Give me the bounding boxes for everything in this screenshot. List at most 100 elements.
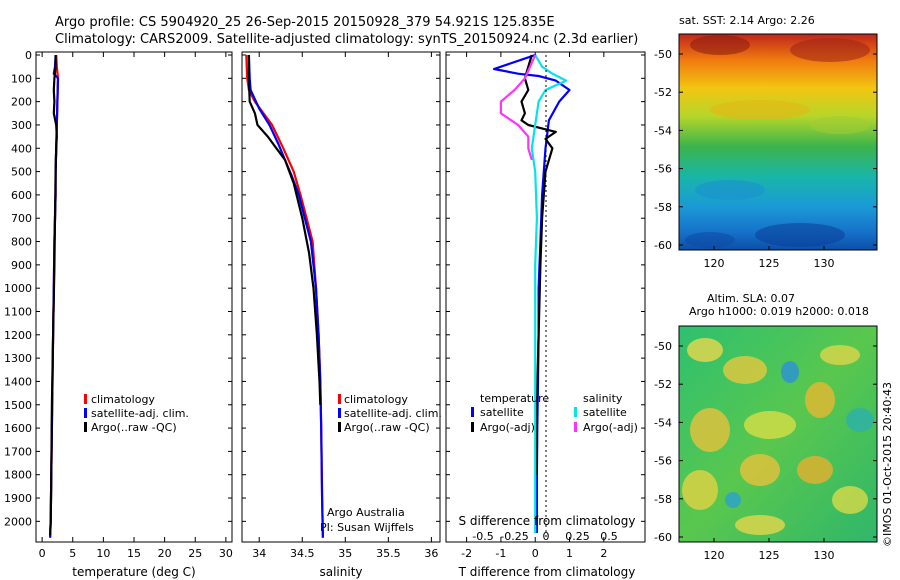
lat-tick-label: -54	[654, 416, 672, 429]
lat-tick-label: -54	[654, 124, 672, 137]
sla-map-texture	[682, 338, 874, 535]
depth-axis: 0 100 200 300 400 500 600 700 800 900 1000 1100 1200…	[4, 49, 645, 528]
series-line	[499, 54, 537, 161]
depth-tick-label: 1500	[4, 399, 32, 412]
x-tick-label: 25	[188, 547, 202, 560]
depth-tick-label: 1300	[4, 352, 32, 365]
depth-tick-label: 900	[11, 259, 32, 272]
depth-tick-label: 300	[11, 119, 32, 132]
x-tick-label: 1	[566, 547, 573, 560]
salinity-difference-x-axis: -0.5-0.2500.250.5	[472, 530, 617, 543]
x-tick-label: 5	[69, 547, 76, 560]
imos-credit: ©IMOS 01-Oct-2015 20:40:43	[881, 382, 894, 547]
lat-tick-label: -60	[654, 531, 672, 544]
depth-tick-label: 1800	[4, 469, 32, 482]
lat-tick-label: -50	[654, 48, 672, 61]
lat-tick-label: -52	[654, 378, 672, 391]
x-tick-label: 20	[158, 547, 172, 560]
depth-tick-label: 1900	[4, 492, 32, 505]
legend-label-argo: Argo(..raw -QC)	[91, 421, 177, 434]
legend-swatch-sal-satellite	[574, 407, 577, 417]
legend-label-climatology: climatology	[91, 393, 155, 406]
legend-label-argo: Argo(..raw -QC)	[344, 421, 430, 434]
x-tick-label: 34.5	[290, 547, 315, 560]
x-tick-label: 35	[338, 547, 352, 560]
series-line	[530, 54, 568, 533]
lat-tick-label: -60	[654, 239, 672, 252]
depth-tick-label: 2000	[4, 515, 32, 528]
series-line	[247, 55, 322, 405]
legend-swatch-temp-satellite	[471, 407, 474, 417]
header-line-2: Climatology: CARS2009. Satellite-adjuste…	[55, 32, 638, 47]
lat-tick-label: -56	[654, 455, 672, 468]
depth-tick-label: 400	[11, 142, 32, 155]
depth-tick-label: 1200	[4, 329, 32, 342]
lon-tick-label: 120	[704, 549, 725, 562]
legend-label-sal-satellite: satellite	[583, 406, 627, 419]
legend-swatch-satellite	[338, 408, 341, 418]
credit-institution: Argo Australia	[327, 506, 405, 519]
x-tick-label: 15	[127, 547, 141, 560]
lat-tick-label: -52	[654, 86, 672, 99]
legend-label-climatology: climatology	[344, 393, 408, 406]
depth-tick-label: 0	[25, 49, 32, 62]
series-line	[520, 54, 557, 475]
series-line	[49, 55, 58, 536]
legend-heading-salinity: salinity	[583, 392, 623, 405]
x-tick-label: 0	[532, 547, 539, 560]
salinity-series	[245, 54, 324, 538]
x-tick-label: -1	[495, 547, 506, 560]
lat-tick-label: -58	[654, 201, 672, 214]
secondary-x-tick-label: 0.25	[565, 530, 590, 543]
difference-plot-frame	[445, 51, 646, 543]
secondary-x-tick-label: 0.5	[600, 530, 618, 543]
x-tick-label: 35.5	[376, 547, 401, 560]
series-line	[245, 54, 324, 538]
depth-tick-label: 500	[11, 166, 32, 179]
temperature-xlabel: temperature (deg C)	[72, 565, 195, 579]
x-tick-label: 30	[219, 547, 233, 560]
secondary-x-tick-label: -0.25	[500, 530, 528, 543]
sla-map-frame	[678, 325, 878, 543]
sst-map-frame	[678, 33, 878, 251]
legend-swatch-argo	[84, 422, 87, 432]
sla-map-title-2: Argo h1000: 0.019 h2000: 0.018	[689, 305, 869, 318]
legend-label-temp-satellite: satellite	[480, 406, 524, 419]
legend-label-satellite: satellite-adj. clim.	[91, 407, 189, 420]
legend-swatch-sal-argo	[574, 422, 577, 432]
x-tick-label: 34	[252, 547, 266, 560]
x-tick-label: 10	[96, 547, 110, 560]
difference-legend: temperature salinity satellite Argo(-adj…	[471, 392, 638, 434]
sst-map-axes: -50 -52 -54 -56 -58 -60 120 125 130	[654, 48, 877, 270]
lon-tick-label: 125	[759, 257, 780, 270]
depth-tick-label: 700	[11, 212, 32, 225]
legend-label-satellite: satellite-adj. clim.	[344, 407, 442, 420]
lon-tick-label: 130	[814, 257, 835, 270]
temperature-plot-frame	[35, 51, 233, 543]
legend-label-temp-argo: Argo(-adj)	[480, 421, 535, 434]
credit-pi: PI: Susan Wijffels	[320, 521, 414, 534]
legend-swatch-satellite	[84, 408, 87, 418]
difference-x-axis: -2 -1 0 1 2	[461, 52, 607, 560]
legend-swatch-climatology	[84, 394, 87, 404]
x-tick-label: -2	[461, 547, 472, 560]
depth-tick-label: 200	[11, 96, 32, 109]
header-line-1: Argo profile: CS 5904920_25 26-Sep-2015 …	[55, 15, 555, 30]
salinity-x-axis: 34 34.5 35 35.5 36	[252, 52, 438, 560]
lon-tick-label: 120	[704, 257, 725, 270]
sla-map-title-1: Altim. SLA: 0.07	[707, 292, 795, 305]
salinity-difference-xlabel: S difference from climatology	[459, 514, 636, 528]
salinity-legend: climatology satellite-adj. clim. Argo(..…	[338, 393, 442, 434]
legend-swatch-temp-argo	[471, 422, 474, 432]
sst-map	[679, 34, 877, 250]
legend-heading-temperature: temperature	[480, 392, 549, 405]
salinity-xlabel: salinity	[319, 565, 362, 579]
lon-tick-label: 125	[759, 549, 780, 562]
depth-tick-label: 1700	[4, 445, 32, 458]
lat-tick-label: -56	[654, 163, 672, 176]
depth-tick-label: 800	[11, 236, 32, 249]
lon-tick-label: 130	[814, 549, 835, 562]
depth-tick-label: 1000	[4, 282, 32, 295]
x-tick-label: 36	[424, 547, 438, 560]
depth-tick-label: 1600	[4, 422, 32, 435]
